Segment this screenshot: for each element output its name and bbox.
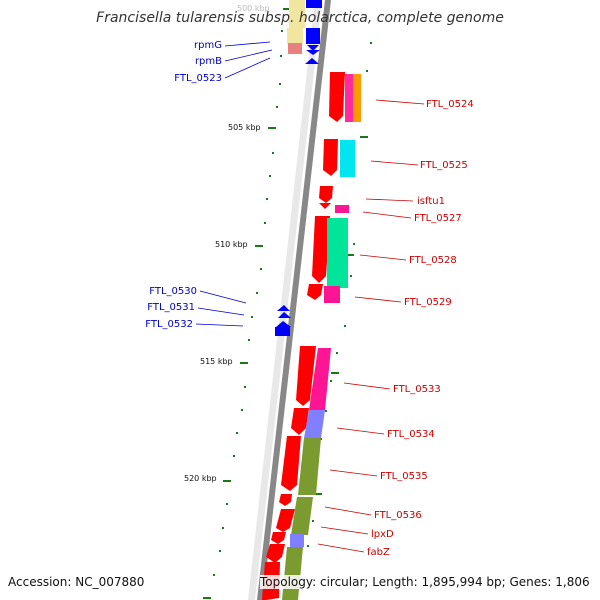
label-ftl-0533[interactable]: FTL_0533 — [393, 384, 441, 395]
scale-label-505: 505 kbp — [228, 123, 261, 132]
gene-isftu1 — [319, 186, 349, 213]
label-ftl-0529[interactable]: FTL_0529 — [404, 297, 452, 308]
gene-ftl-0524 — [329, 72, 361, 122]
label-ftl-0534[interactable]: FTL_0534 — [387, 429, 435, 440]
gene-ftl-0529 — [307, 284, 340, 303]
label-ftl-0527[interactable]: FTL_0527 — [414, 213, 462, 224]
label-ftl-0531[interactable]: FTL_0531 — [147, 302, 195, 313]
scale-ticks — [203, 8, 368, 599]
gene-ftl-0536 — [276, 494, 313, 535]
label-ftl-0523[interactable]: FTL_0523 — [174, 73, 222, 84]
reverse-genes-middle — [275, 305, 291, 336]
label-fabz[interactable]: fabZ — [367, 547, 390, 558]
gene-ftl-0533 — [296, 346, 331, 410]
left-label-leaders — [195, 41, 273, 327]
inner-dot-trace — [213, 30, 283, 576]
gene-fabz — [262, 544, 303, 600]
label-rpmg[interactable]: rpmG — [194, 40, 222, 51]
gene-ftl-0534 — [291, 408, 325, 438]
scale-label-500: 500 kbp — [237, 4, 270, 13]
gene-ftl-0528 — [312, 216, 348, 288]
gene-ftl-0535 — [281, 436, 321, 495]
topology-text: Topology: circular; Length: 1,895,994 bp… — [260, 575, 590, 589]
label-ftl-0528[interactable]: FTL_0528 — [409, 255, 457, 266]
scale-label-510: 510 kbp — [215, 240, 248, 249]
label-ftl-0535[interactable]: FTL_0535 — [380, 471, 428, 482]
label-ftl-0530[interactable]: FTL_0530 — [149, 286, 197, 297]
scale-label-520: 520 kbp — [184, 474, 217, 483]
scale-label-515: 515 kbp — [200, 357, 233, 366]
map-title: Francisella tularensis subsp. holarctica… — [96, 10, 504, 26]
accession-text: Accession: NC_007880 — [8, 575, 145, 589]
label-ftl-0524[interactable]: FTL_0524 — [426, 99, 474, 110]
backbone — [257, 0, 331, 600]
label-ftl-0525[interactable]: FTL_0525 — [420, 160, 468, 171]
label-rpmb[interactable]: rpmB — [195, 56, 222, 67]
label-ftl-0532[interactable]: FTL_0532 — [145, 319, 193, 330]
reverse-genes-top — [287, 0, 322, 64]
gene-ftl-0525 — [323, 139, 355, 177]
label-isftu1[interactable]: isftu1 — [417, 196, 445, 207]
label-lpxd[interactable]: lpxD — [371, 529, 394, 540]
gene-lpxd — [271, 532, 304, 547]
right-label-leaders — [317, 99, 425, 553]
backbone-shadow — [248, 0, 322, 600]
label-ftl-0536[interactable]: FTL_0536 — [374, 510, 422, 521]
